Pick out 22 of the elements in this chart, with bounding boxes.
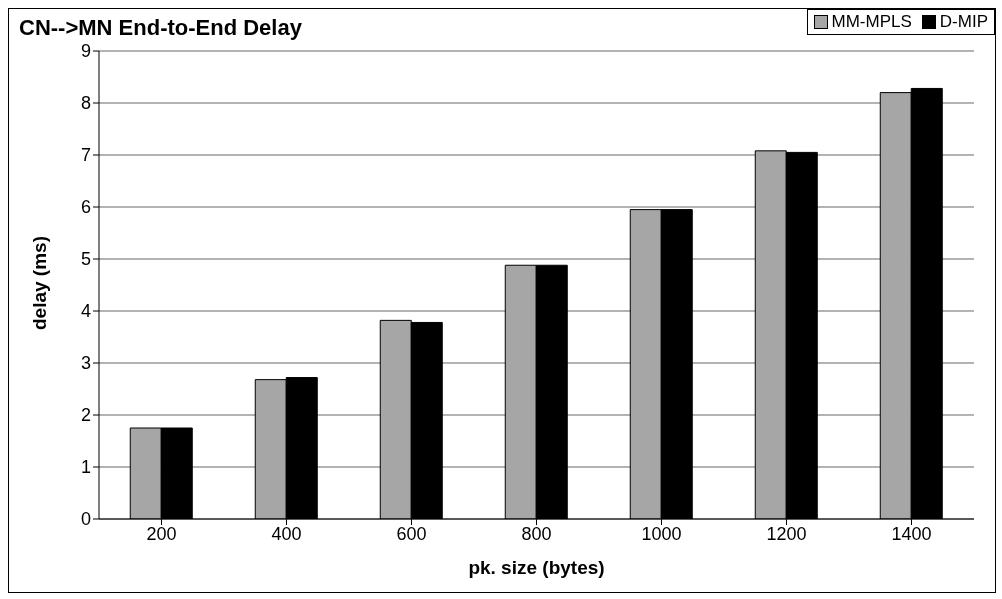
legend-label: MM-MPLS <box>830 12 912 32</box>
x-tick-label: 200 <box>146 523 177 544</box>
x-tick-label: 1200 <box>766 523 807 544</box>
y-tick-label: 8 <box>80 93 91 114</box>
y-tick-label: 0 <box>80 509 91 530</box>
y-tick-label: 1 <box>80 457 91 478</box>
y-tick-label: 3 <box>80 353 91 374</box>
y-tick-label: 2 <box>80 405 91 426</box>
x-tick-label: 400 <box>271 523 302 544</box>
y-axis-title: delay (ms) <box>28 236 50 330</box>
x-tick-label: 600 <box>396 523 427 544</box>
x-tick-label: 800 <box>521 523 552 544</box>
x-tick-label: 1000 <box>641 523 682 544</box>
x-axis-title: pk. size (bytes) <box>468 557 605 578</box>
y-tick-label: 7 <box>80 145 91 166</box>
y-tick-label: 5 <box>80 249 91 270</box>
y-tick-label: 6 <box>80 197 91 218</box>
legend-label: D-MIP <box>938 12 988 32</box>
y-tick-label: 9 <box>80 41 91 62</box>
x-tick-label: 1400 <box>891 523 932 544</box>
y-tick-label: 4 <box>80 301 91 322</box>
chart-title: CN-->MN End-to-End Delay <box>19 15 302 41</box>
